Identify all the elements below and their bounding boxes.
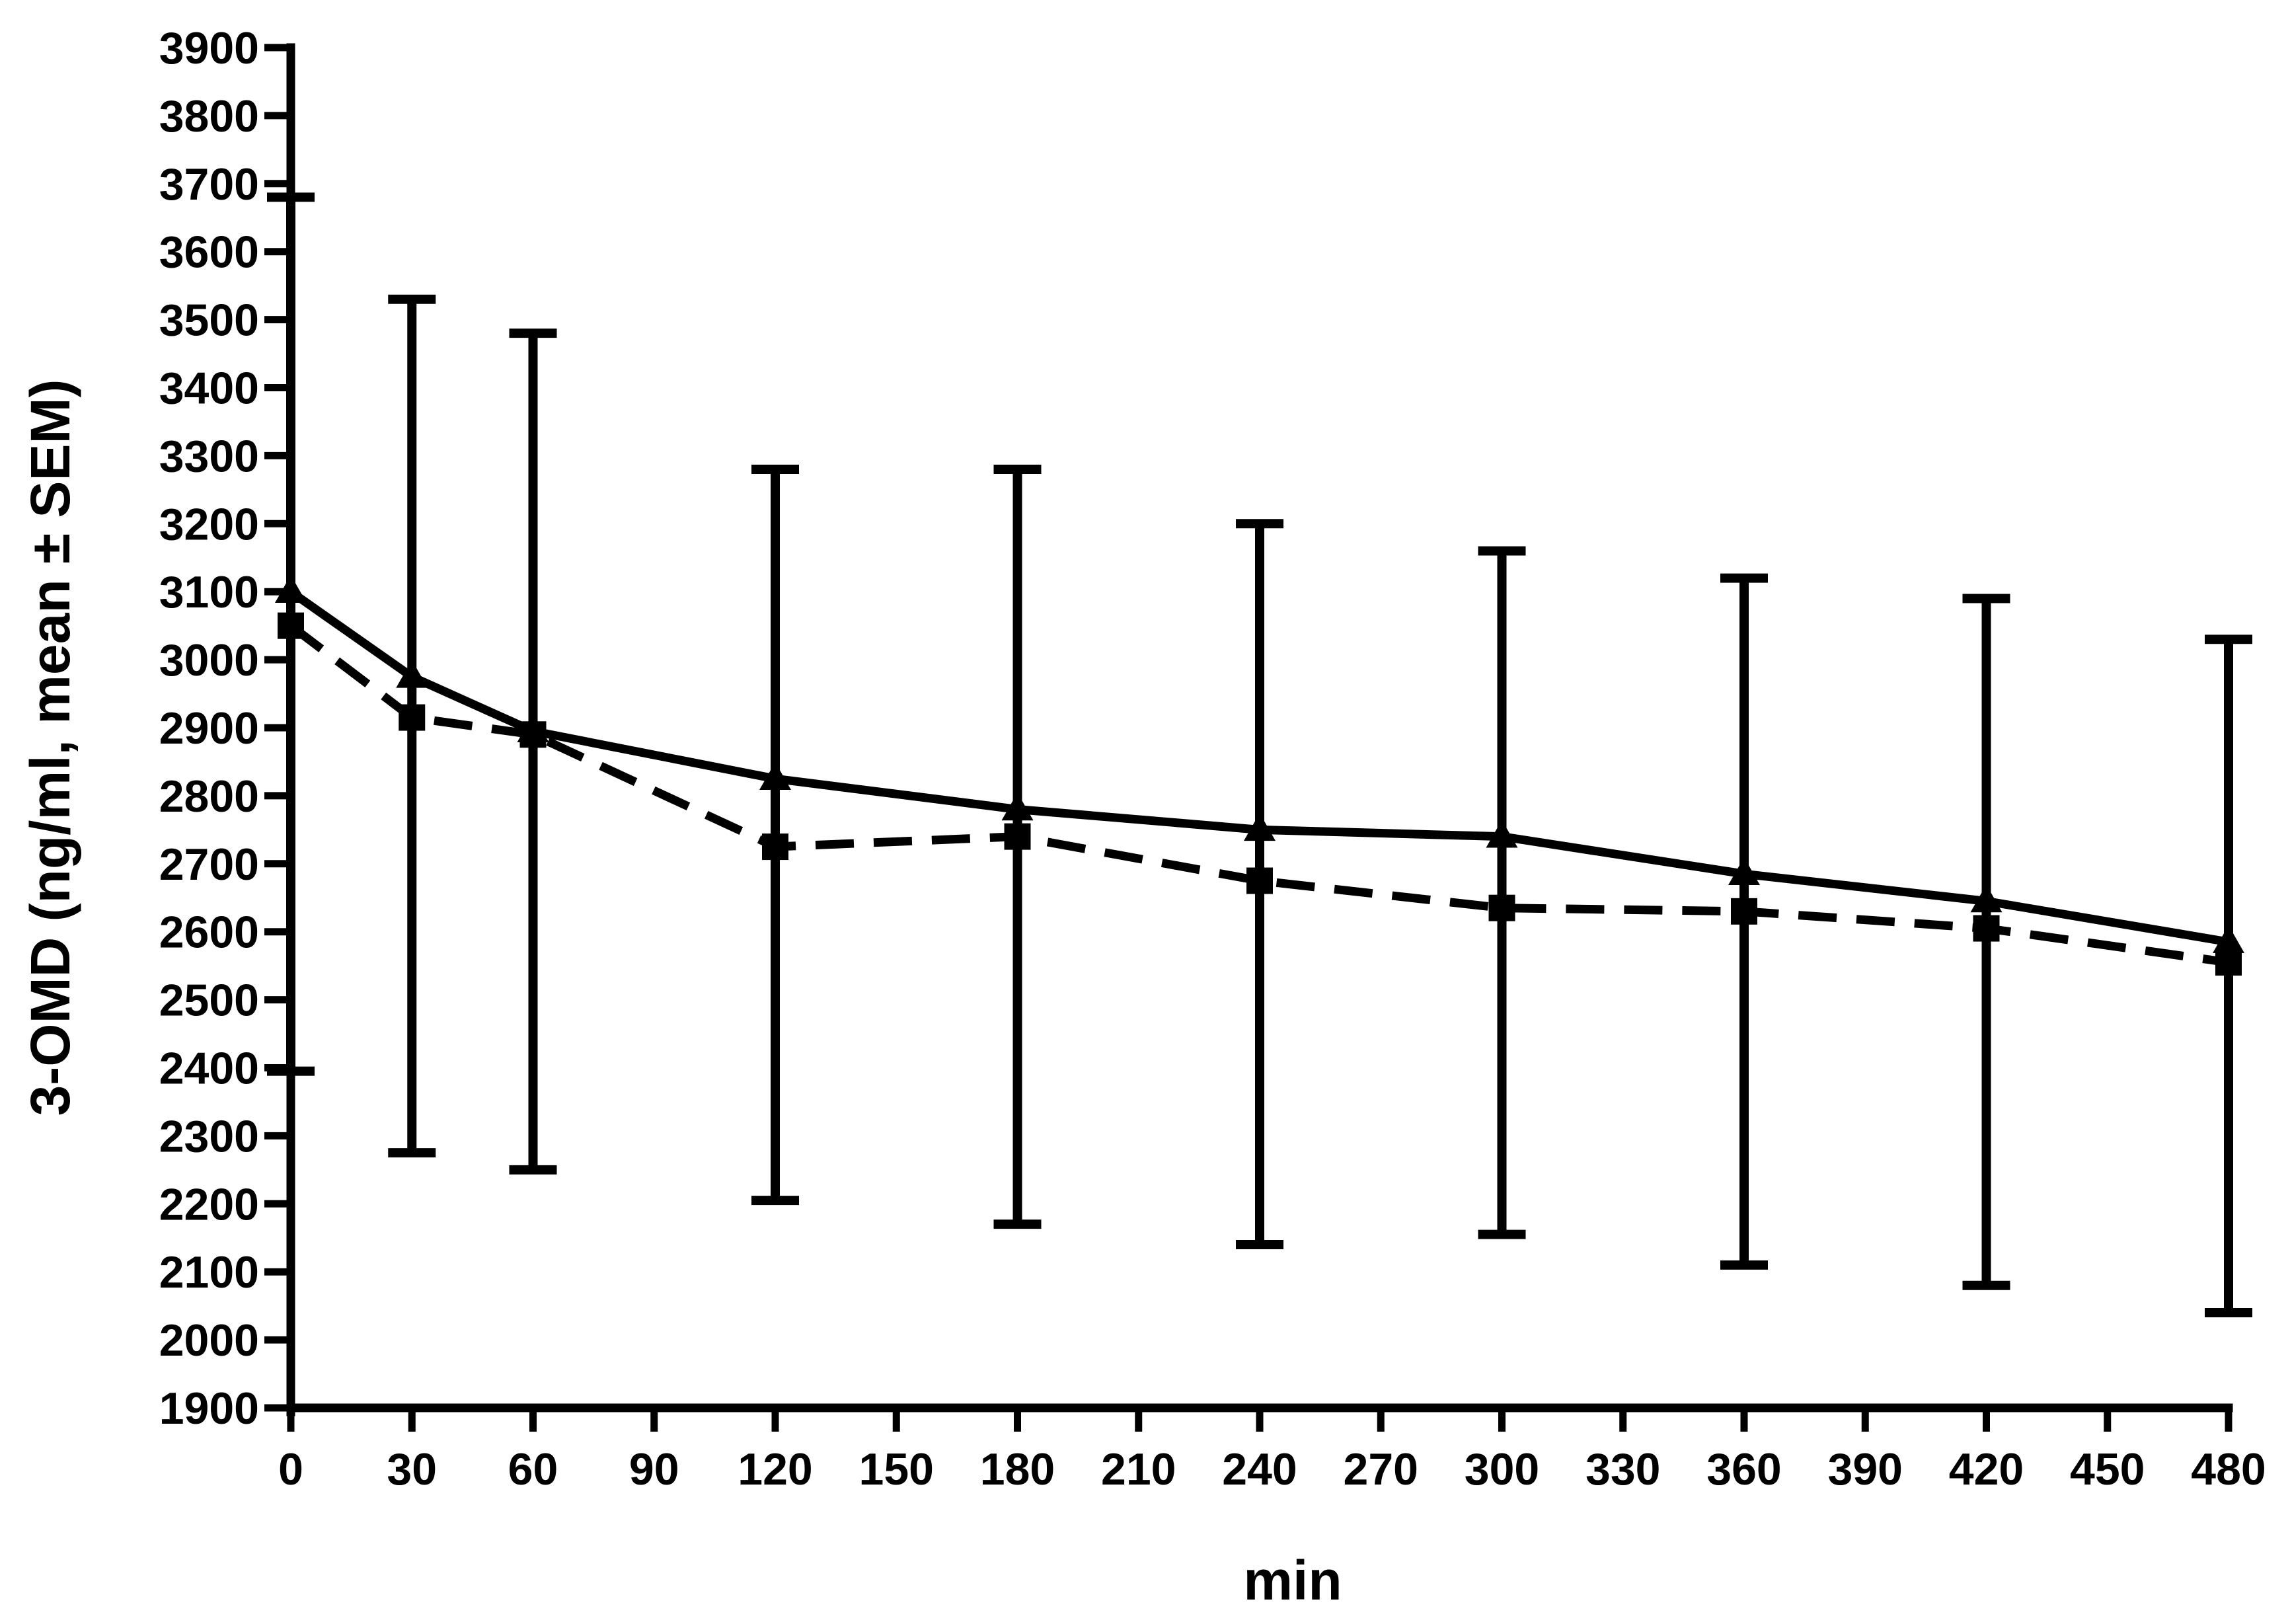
x-tick-label: 270 <box>1344 1444 1418 1494</box>
marker-square <box>1731 898 1757 925</box>
y-tick-label: 3700 <box>159 159 259 210</box>
x-tick-label: 180 <box>980 1444 1055 1494</box>
y-tick-label: 3200 <box>159 499 259 549</box>
y-tick-label: 2600 <box>159 908 259 958</box>
x-tick-label: 60 <box>508 1444 558 1494</box>
x-ticks: 0 30 60 90 120 150 180 210 240 270 300 330 360 390 420… <box>278 1408 2266 1494</box>
series-line-1 <box>288 622 2229 967</box>
y-tick-label: 3400 <box>159 364 259 414</box>
marker-square <box>1488 894 1515 921</box>
x-tick-label: 450 <box>2070 1444 2145 1494</box>
x-tick-label: 150 <box>859 1444 934 1494</box>
x-tick-label: 420 <box>1949 1444 2024 1494</box>
y-tick-label: 3100 <box>159 567 259 617</box>
marker-square <box>2215 949 2242 976</box>
x-tick-label: 90 <box>629 1444 679 1494</box>
marker-triangle <box>1486 820 1518 848</box>
y-tick-label: 2400 <box>159 1044 259 1094</box>
y-tick-label: 2300 <box>159 1111 259 1161</box>
marker-triangle <box>1244 813 1276 841</box>
y-tick-label: 3500 <box>159 295 259 346</box>
marker-square <box>762 833 788 861</box>
marker-square <box>1246 867 1273 894</box>
y-tick-label: 2100 <box>159 1247 259 1297</box>
marker-triangle <box>396 660 428 688</box>
marker-triangle <box>759 761 791 790</box>
y-tick-label: 1900 <box>159 1383 259 1434</box>
marker-square <box>519 721 547 748</box>
y-tick-label: 3900 <box>159 23 259 73</box>
y-tick-label: 3300 <box>159 431 259 481</box>
x-tick-label: 390 <box>1828 1444 1903 1494</box>
y-ticks: 1900 2000 2100 2200 2300 2400 2500 2600 2700 2800… <box>159 23 291 1434</box>
marker-triangle <box>2213 925 2244 953</box>
marker-triangle <box>1001 793 1034 821</box>
y-tick-label: 2900 <box>159 703 259 754</box>
y-tick-label: 3800 <box>159 91 259 141</box>
marker-square <box>1004 823 1031 850</box>
y-tick-label: 2700 <box>159 839 259 890</box>
x-tick-label: 240 <box>1222 1444 1297 1494</box>
x-tick-label: 330 <box>1585 1444 1660 1494</box>
y-axis-title: 3-OMD (ng/ml, mean ± SEM) <box>19 379 81 1116</box>
x-tick-label: 120 <box>738 1444 812 1494</box>
x-axis-title: min <box>1243 1549 1342 1611</box>
x-tick-label: 300 <box>1465 1444 1539 1494</box>
marker-square <box>1973 915 2000 942</box>
marker-triangle <box>1728 857 1760 886</box>
x-tick-label: 480 <box>2191 1444 2266 1494</box>
x-tick-label: 360 <box>1706 1444 1781 1494</box>
x-tick-label: 30 <box>387 1444 437 1494</box>
error-bars <box>267 192 2252 1317</box>
marker-square <box>399 704 426 731</box>
y-tick-label: 2200 <box>159 1179 259 1229</box>
y-tick-label: 2000 <box>159 1315 259 1366</box>
y-tick-label: 2800 <box>159 771 259 822</box>
y-tick-label: 3600 <box>159 227 259 278</box>
x-tick-label: 210 <box>1101 1444 1176 1494</box>
y-tick-label: 2500 <box>159 976 259 1026</box>
series-line-0 <box>288 588 2230 947</box>
marker-triangle <box>1970 884 2003 913</box>
series-lines <box>288 588 2230 967</box>
series-markers <box>275 575 2244 976</box>
x-tick-label: 0 <box>278 1444 303 1494</box>
y-tick-label: 3000 <box>159 635 259 685</box>
